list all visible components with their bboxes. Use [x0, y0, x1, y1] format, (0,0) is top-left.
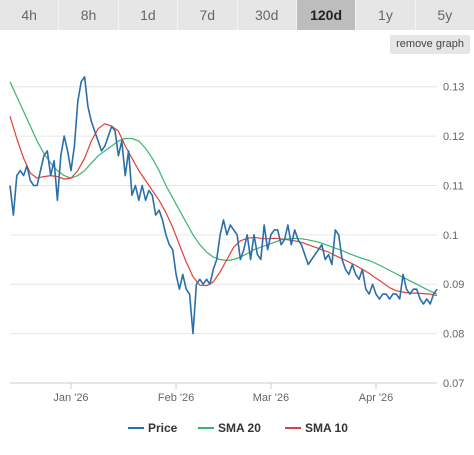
- sma-20-legend-label[interactable]: SMA 20: [218, 421, 261, 435]
- y-tick-label: 0.07: [443, 378, 464, 390]
- chart-lines: [9, 76, 438, 335]
- sma-10-legend-label[interactable]: SMA 10: [305, 421, 348, 435]
- y-axis: 0.13 0.12 0.11 0.1 0.09 0.08 0.07: [443, 82, 464, 390]
- x-tick-label: Jan '26: [53, 392, 88, 404]
- x-tick-label: Feb '26: [158, 392, 194, 404]
- time-range-tabs: 4h 8h 1d 7d 30d 120d 1y 5y: [0, 0, 474, 30]
- y-tick-label: 0.1: [443, 230, 458, 242]
- tab-30d[interactable]: 30d: [238, 0, 297, 30]
- tab-5y[interactable]: 5y: [437, 7, 453, 23]
- tab-7d[interactable]: 7d: [178, 0, 238, 30]
- x-tick-label: Apr '26: [359, 392, 394, 404]
- y-tick-label: 0.08: [443, 329, 464, 341]
- x-axis: Jan '26 Feb '26 Mar '26 Apr '26: [10, 382, 437, 404]
- tab-120d[interactable]: 120d: [296, 0, 357, 30]
- y-tick-label: 0.11: [443, 180, 464, 192]
- price-legend-label[interactable]: Price: [148, 421, 178, 435]
- y-tick-label: 0.13: [443, 82, 464, 94]
- y-tick-label: 0.12: [443, 131, 464, 143]
- price-line: [9, 76, 438, 335]
- sma-20-line: [9, 81, 438, 295]
- tab-1y[interactable]: 1y: [356, 0, 416, 30]
- chart-grid: [10, 86, 437, 384]
- remove-graph-button[interactable]: remove graph: [390, 35, 470, 54]
- tab-4h[interactable]: 4h: [0, 0, 60, 30]
- y-tick-label: 0.09: [443, 279, 464, 291]
- tab-1d[interactable]: 1d: [119, 0, 179, 30]
- chart-legend: Price SMA 20 SMA 10: [128, 421, 348, 435]
- x-tick-label: Mar '26: [253, 392, 289, 404]
- sma-10-line: [9, 116, 438, 297]
- tab-8h[interactable]: 8h: [59, 0, 119, 30]
